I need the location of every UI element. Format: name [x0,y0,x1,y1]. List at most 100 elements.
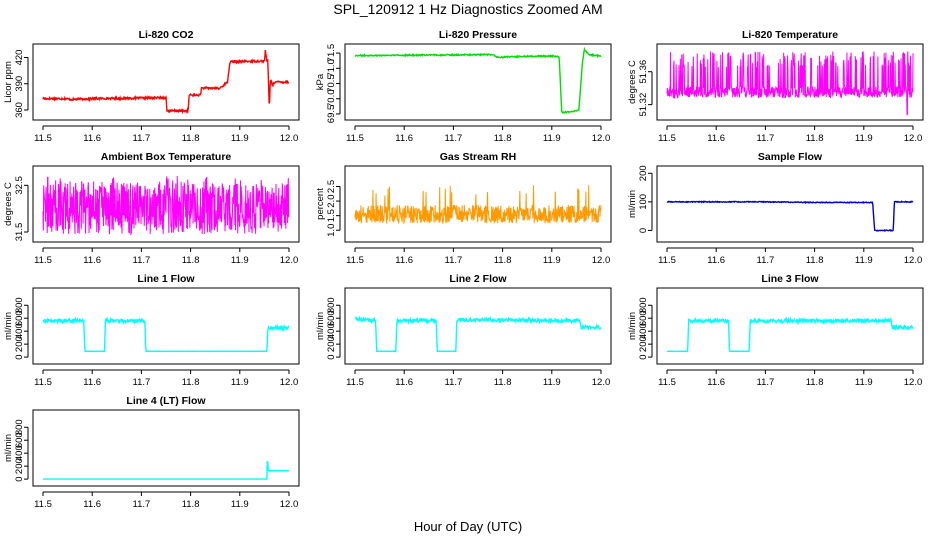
x-tick-label-line4-2: 11.7 [133,499,151,510]
x-tick-label-line2-0: 11.5 [346,377,364,388]
x-tick-label-line3-0: 11.5 [658,377,676,388]
series-line-line4 [43,460,289,480]
y-tick-label-sample_flow-1: 100 [638,194,649,210]
y-tick-label-line4-0: 0 [14,476,25,481]
y-tick-label-line3-2: 400 [638,323,649,339]
plot-frame-sample_flow [656,165,924,243]
x-tick-label-pressure-1: 11.6 [395,133,413,144]
series-line-box_temp [42,176,290,236]
x-tick-label-co2-1: 11.6 [83,133,101,144]
x-tick-label-licor_temp-4: 11.9 [855,133,873,144]
series-line-line2 [354,315,602,353]
x-tick-label-line4-4: 11.9 [231,499,249,510]
x-tick-label-box_temp-0: 11.5 [34,255,52,266]
y-tick-label-licor_temp-1: 51.36 [638,60,649,84]
y-tick-label-line4-4: 800 [14,419,25,435]
y-axis-label-line1: ml/min [3,312,14,340]
panel-title-rh: Gas Stream RH [440,151,516,163]
plot-frame-line2 [344,287,612,365]
x-tick-label-licor_temp-0: 11.5 [658,133,676,144]
panel-title-line2: Line 2 Flow [449,273,507,285]
x-tick-label-line1-5: 12.0 [280,377,299,388]
plot-frame-line4 [32,409,300,487]
x-tick-label-box_temp-4: 11.9 [231,255,249,266]
plot-frame-rh [344,165,612,243]
x-tick-label-line3-2: 11.7 [757,377,775,388]
y-tick-label-line1-2: 400 [14,323,25,339]
x-tick-label-rh-2: 11.7 [445,255,463,266]
x-tick-label-sample_flow-4: 11.9 [855,255,873,266]
x-tick-label-rh-3: 11.8 [494,255,512,266]
x-tick-label-line2-1: 11.6 [395,377,413,388]
x-tick-label-sample_flow-1: 11.6 [707,255,725,266]
series-line-line3 [666,316,914,353]
y-axis-label-pressure: kPa [315,73,326,90]
x-tick-label-line2-4: 11.9 [543,377,561,388]
series-line-sample_flow [666,200,914,232]
x-tick-label-co2-5: 12.0 [280,133,299,144]
x-tick-label-line4-3: 11.8 [182,499,200,510]
x-tick-label-sample_flow-5: 12.0 [904,255,923,266]
plot-frame-pressure [344,43,612,121]
y-tick-label-box_temp-1: 32.5 [14,176,25,195]
x-tick-label-line3-4: 11.9 [855,377,873,388]
y-tick-label-pressure-1: 70.0 [326,89,337,108]
x-tick-label-box_temp-5: 12.0 [280,255,299,266]
series-line-line1 [42,316,290,353]
panel-co2: Li-820 CO2 Licor ppm 11.5 11.6 11.7 11.8 11.9 1… [3,29,300,144]
y-tick-label-line4-1: 200 [14,458,25,474]
panel-line1: Line 1 Flow ml/min 11.5 11.6 11.7 11.8 11.9 12.… [3,273,300,388]
y-axis-label-co2: Licor ppm [3,61,14,103]
x-tick-label-licor_temp-5: 12.0 [904,133,923,144]
panel-line2: Line 2 Flow ml/min 11.5 11.6 11.7 11.8 11.9 12.… [315,273,612,388]
y-axis-label-line3: ml/min [627,312,638,340]
panel-title-line1: Line 1 Flow [137,273,195,285]
y-tick-label-rh-0: 1.0 [326,224,337,237]
y-axis-label-line2: ml/min [315,312,326,340]
x-tick-label-sample_flow-0: 11.5 [658,255,676,266]
panel-pressure: Li-820 Pressure kPa 11.5 11.6 11.7 11.8 11.9 12… [315,29,612,144]
x-tick-label-sample_flow-2: 11.7 [757,255,775,266]
y-tick-label-pressure-0: 69.5 [326,105,337,124]
plot-frame-line1 [32,287,300,365]
series-line-pressure [354,46,602,115]
x-tick-label-co2-3: 11.8 [182,133,200,144]
y-tick-label-line2-0: 0 [326,354,337,359]
y-tick-label-sample_flow-0: 0 [638,228,649,233]
x-tick-label-line3-5: 12.0 [904,377,923,388]
y-tick-label-line1-3: 600 [14,310,25,326]
panel-rh: Gas Stream RH percent 11.5 11.6 11.7 11.8 11.9… [315,151,612,266]
x-tick-label-rh-1: 11.6 [395,255,413,266]
plot-frame-box_temp [32,165,300,243]
panel-title-line4: Line 4 (LT) Flow [126,395,206,407]
x-tick-label-line1-3: 11.8 [182,377,200,388]
y-tick-label-box_temp-0: 31.5 [14,223,25,242]
panel-title-licor_temp: Li-820 Temperature [742,29,838,41]
x-tick-label-licor_temp-1: 11.6 [707,133,725,144]
x-tick-label-line1-4: 11.9 [231,377,249,388]
panel-line4: Line 4 (LT) Flow ml/min 11.5 11.6 11.7 11.8 11… [3,395,300,510]
x-tick-label-co2-4: 11.9 [231,133,249,144]
panels: Li-820 CO2 Licor ppm 11.5 11.6 11.7 11.8 11.9 1… [3,29,924,510]
x-tick-label-line1-2: 11.7 [133,377,151,388]
y-tick-label-line1-0: 0 [14,354,25,359]
panel-title-pressure: Li-820 Pressure [439,29,517,41]
x-tick-label-line1-1: 11.6 [83,377,101,388]
y-tick-label-sample_flow-2: 200 [638,165,649,181]
y-tick-label-line4-2: 400 [14,445,25,461]
x-tick-label-line1-0: 11.5 [34,377,52,388]
x-tick-label-rh-0: 11.5 [346,255,364,266]
x-tick-label-line4-5: 12.0 [280,499,299,510]
x-tick-label-line2-5: 12.0 [592,377,611,388]
y-tick-label-line1-4: 800 [14,297,25,313]
y-tick-label-line2-1: 200 [326,336,337,352]
y-tick-label-line2-3: 600 [326,310,337,326]
x-tick-label-line4-0: 11.5 [34,499,52,510]
y-tick-label-line3-0: 0 [638,354,649,359]
panel-box_temp: Ambient Box Temperature degrees C 11.5 11.6… [3,151,300,266]
series-line-rh [354,185,602,225]
x-tick-label-co2-2: 11.7 [133,133,151,144]
y-tick-label-licor_temp-0: 51.32 [638,93,649,117]
y-axis-label-rh: percent [315,188,326,220]
plot-frame-line3 [656,287,924,365]
